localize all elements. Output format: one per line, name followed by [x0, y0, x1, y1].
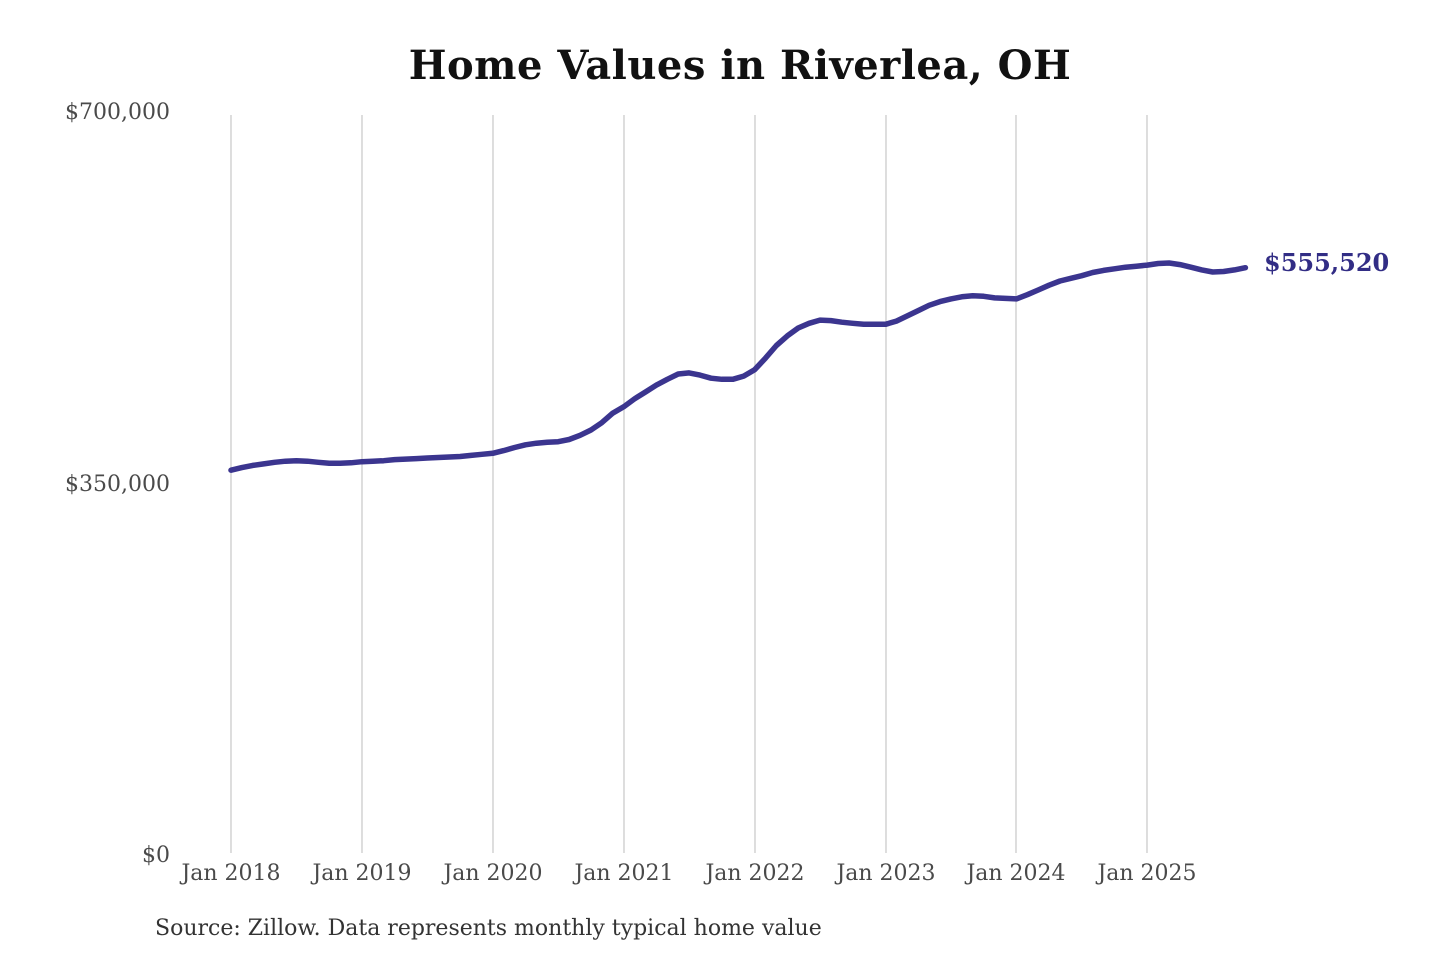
- y-tick-label-0: $0: [142, 843, 170, 868]
- source-note: Source: Zillow. Data represents monthly …: [155, 916, 822, 941]
- x-tick-label-jan-2019: Jan 2019: [312, 861, 412, 886]
- y-tick-label-350000: $350,000: [65, 472, 170, 497]
- x-tick-label-jan-2022: Jan 2022: [705, 861, 805, 886]
- home-value-line: [228, 260, 1249, 473]
- year-gridlines: [230, 115, 1148, 853]
- x-tick-label-jan-2018: Jan 2018: [181, 861, 281, 886]
- x-tick-label-jan-2020: Jan 2020: [443, 861, 543, 886]
- chart-title: Home Values in Riverlea, OH: [408, 42, 1072, 89]
- x-tick-label-jan-2024: Jan 2024: [966, 861, 1066, 886]
- end-value-label: $555,520: [1264, 248, 1390, 277]
- x-tick-label-jan-2025: Jan 2025: [1097, 861, 1197, 886]
- x-tick-label-jan-2021: Jan 2021: [574, 861, 674, 886]
- y-tick-label-700000: $700,000: [65, 100, 170, 125]
- x-tick-label-jan-2023: Jan 2023: [836, 861, 936, 886]
